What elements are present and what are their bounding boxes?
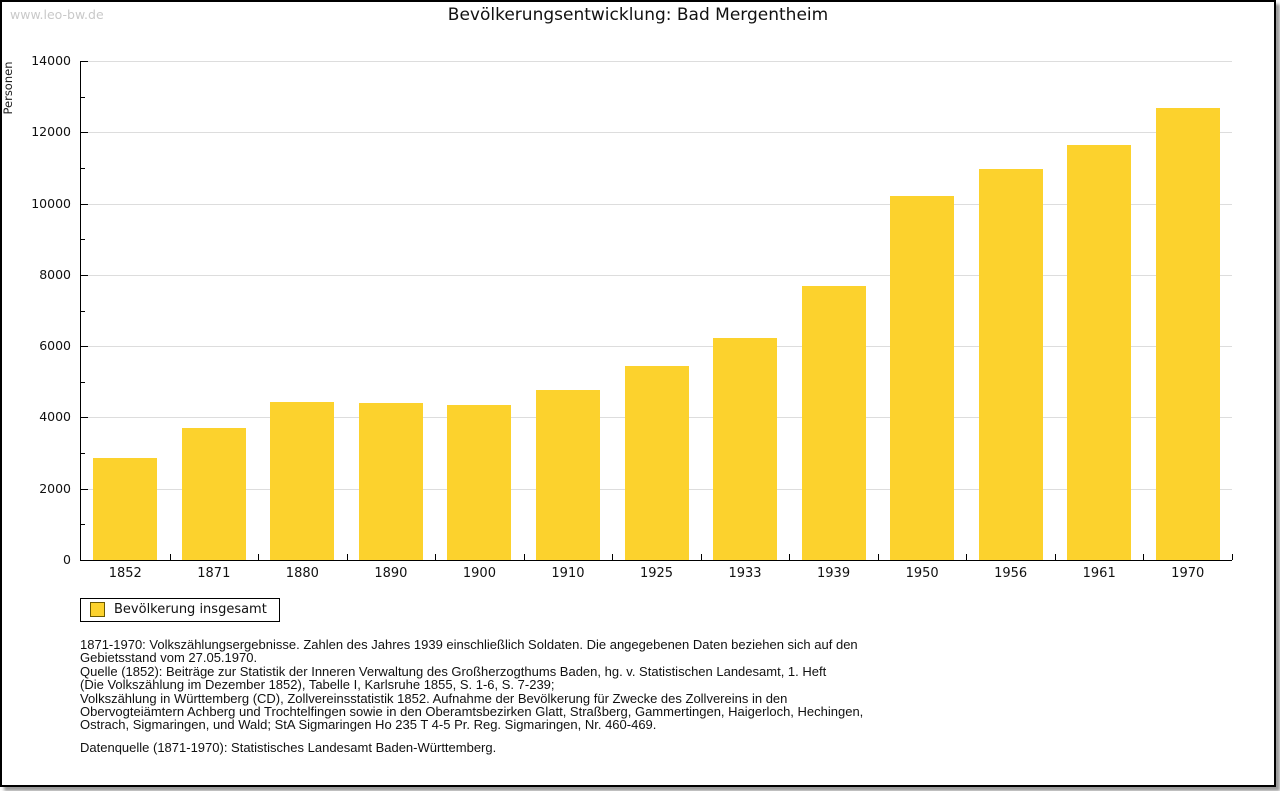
x-tick-label: 1852 [108,566,142,581]
grid-line [81,61,1232,62]
bar-1961 [1067,145,1132,560]
footnote-line: Obervogteiämtern Achberg und Trochtelfin… [80,704,864,720]
bar-1852 [93,458,158,560]
footnote-line: Ostrach, Sigmaringen, und Wald; StA Sigm… [80,717,657,733]
x-tick-label: 1925 [639,566,674,581]
y-tick-label: 4000 [39,409,71,425]
y-tick [81,96,85,98]
x-tick-label: 1939 [817,566,851,581]
x-boundary-tick [1055,554,1056,560]
bar-1890 [358,403,423,560]
bar-1933 [713,338,778,560]
y-tick [81,417,88,419]
bar-1880 [270,401,335,560]
x-tick-label: 1961 [1082,566,1116,581]
x-tick-label: 1970 [1171,566,1205,581]
y-tick [81,203,88,205]
grid-line [81,132,1232,134]
x-tick-label: 1910 [551,566,585,581]
bar-1956 [978,169,1043,560]
y-tick [81,239,85,241]
y-tick [81,453,85,455]
footnote-line: Quelle (1852): Beiträge zur Statistik de… [80,663,827,679]
y-tick-label: 8000 [39,266,71,282]
x-boundary-tick [1232,554,1233,560]
x-tick-label: 1880 [285,566,319,581]
y-tick-label: 12000 [31,124,71,140]
y-tick [81,132,88,134]
x-tick-label: 1950 [905,566,939,581]
chart-title: Bevölkerungsentwicklung: Bad Mergentheim [447,5,829,25]
grid-line [81,274,1232,276]
legend: Bevölkerung insgesamt [80,598,280,622]
x-tick-label: 1890 [374,566,408,581]
y-tick [81,310,85,312]
y-tick [81,167,85,169]
y-tick-label: 0 [63,552,71,567]
x-tick-label: 1933 [728,566,762,581]
footnote-line: Gebietsstand vom 27.05.1970. [80,650,258,666]
y-tick [81,274,88,276]
footnotes: 1871-1970: Volkszählungsergebnisse. Zahl… [80,637,864,755]
y-tick [81,488,88,490]
bar-1950 [890,196,955,560]
bar-1939 [801,285,866,560]
x-boundary-tick [612,554,613,560]
x-boundary-tick [258,554,259,560]
grid-line [81,346,1232,348]
y-tick-label: 10000 [31,195,71,211]
datasource-line: Datenquelle (1871-1970): Statistisches L… [80,739,497,755]
bar-1900 [447,404,512,560]
legend-swatch-icon [90,602,105,617]
x-tick-label: 1900 [462,566,496,581]
footnote-line: 1871-1970: Volkszählungsergebnisse. Zahl… [80,637,858,652]
x-tick-label: 1956 [994,566,1028,581]
x-boundary-tick [966,554,967,560]
y-tick [81,61,88,62]
x-boundary-tick [1143,554,1144,560]
watermark: www.leo-bw.de [10,7,104,22]
y-tick-label: 2000 [39,480,71,496]
x-boundary-tick [789,554,790,560]
y-tick [81,524,85,526]
y-tick [81,346,88,348]
plot-area: 0 2000 4000 6000 8000 10000 12000 14000 1852 1871… [31,53,1233,581]
x-tick-label: 1871 [197,566,231,581]
x-boundary-tick [347,554,348,560]
x-boundary-tick [170,554,171,560]
bar-1871 [181,427,246,560]
bar-1925 [624,366,689,560]
y-tick [81,381,85,383]
y-tick-label: 6000 [39,338,71,354]
y-tick-label: 14000 [31,53,71,68]
legend-label: Bevölkerung insgesamt [114,602,267,617]
bar-1910 [535,390,600,560]
x-boundary-tick [524,554,525,560]
footnote-line: (Die Volkszählung im Dezember 1852), Tab… [80,677,555,693]
y-axis-label: Personen [1,61,15,115]
x-boundary-tick [701,554,702,560]
grid-line [81,203,1232,205]
footnote-line: Volkszählung in Württemberg (CD), Zollve… [80,690,788,706]
x-boundary-tick [435,554,436,560]
x-boundary-tick [878,554,879,560]
bar-1970 [1155,108,1220,560]
